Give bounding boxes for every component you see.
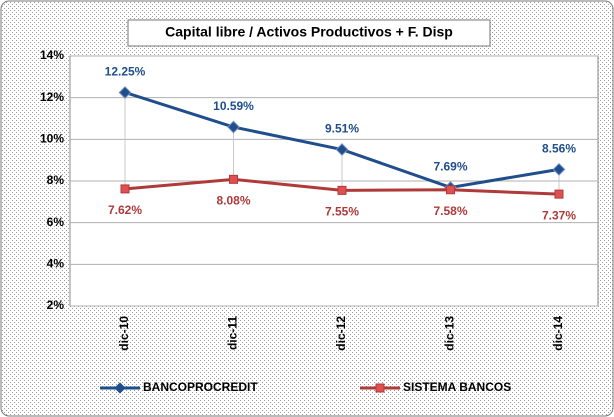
x-tick-label: dic-12 — [334, 316, 348, 351]
y-tick-label: 2% — [47, 298, 65, 312]
marker — [118, 86, 132, 99]
x-tick-label: dic-14 — [551, 316, 565, 351]
x-tick-label: dic-11 — [226, 316, 240, 350]
y-tick-label: 10% — [40, 132, 64, 146]
data-label: 7.55% — [325, 205, 359, 219]
chart-title: Capital libre / Activos Productivos + F.… — [165, 24, 453, 40]
marker — [446, 185, 455, 195]
data-label: 10.59% — [213, 99, 254, 113]
y-tick-label: 8% — [47, 173, 65, 187]
y-tick-label: 6% — [47, 215, 65, 229]
data-label: 8.56% — [542, 142, 576, 156]
y-tick-label: 14% — [40, 48, 64, 62]
data-label: 9.51% — [325, 122, 359, 136]
data-label: 8.08% — [216, 194, 250, 208]
x-tick-label: dic-10 — [117, 316, 131, 351]
legend-marker — [375, 383, 385, 393]
marker — [554, 189, 564, 199]
data-label: 7.62% — [108, 203, 142, 217]
data-label: 7.37% — [542, 208, 576, 222]
legend-label: SISTEMA BANCOS — [403, 380, 511, 394]
legend-label: BANCOPROCREDIT — [143, 380, 258, 394]
marker — [552, 162, 566, 176]
data-label: 7.69% — [433, 160, 467, 174]
marker — [335, 143, 349, 156]
y-tick-label: 12% — [40, 90, 64, 104]
marker — [337, 185, 347, 195]
x-tick-label: dic-13 — [443, 316, 457, 351]
marker — [120, 184, 130, 194]
marker — [229, 174, 238, 184]
title-box — [127, 19, 491, 47]
data-label: 7.58% — [433, 204, 467, 218]
data-label: 12.25% — [105, 65, 146, 79]
marker — [227, 120, 240, 134]
y-tick-label: 4% — [47, 257, 65, 271]
